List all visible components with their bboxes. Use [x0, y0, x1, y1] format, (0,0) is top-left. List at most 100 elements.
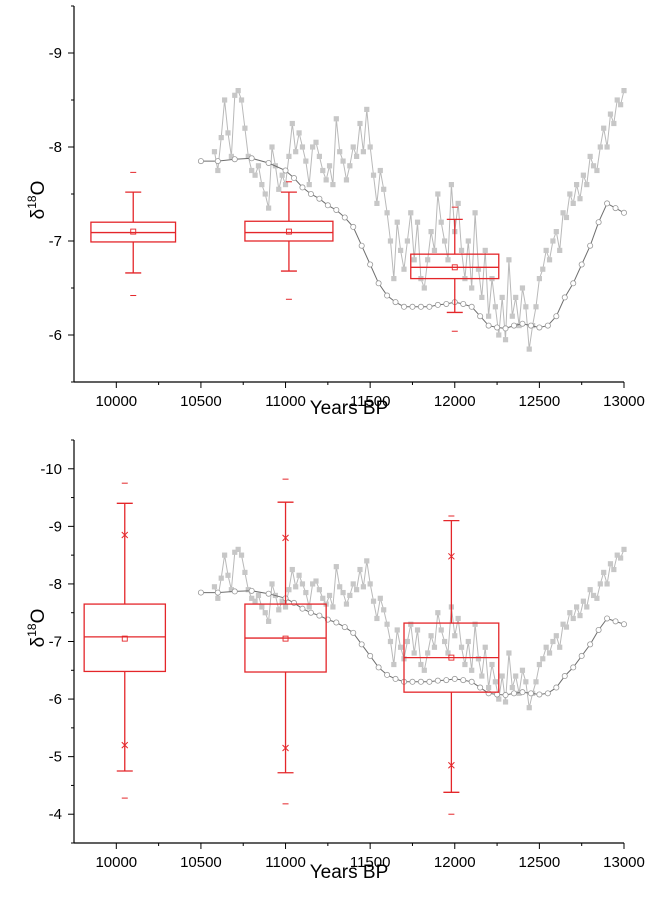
open-circle-point	[527, 322, 534, 329]
grey-square-point	[614, 552, 620, 558]
grey-square-point	[276, 186, 282, 192]
grey-square-point	[414, 219, 421, 225]
grey-square-point	[438, 219, 444, 225]
x-tick-label: 12500	[519, 393, 561, 410]
grey-square-point	[262, 610, 268, 616]
grey-square-point	[255, 592, 262, 599]
grey-square-point	[621, 546, 627, 552]
grey-square-point	[563, 214, 570, 221]
grey-square-point	[316, 153, 322, 159]
grey-square-point	[364, 558, 370, 564]
open-circle-point	[621, 621, 628, 628]
grey-square-point	[255, 163, 262, 169]
grey-square-point	[370, 598, 377, 604]
grey-square-point	[289, 566, 295, 573]
grey-square-point	[218, 575, 224, 581]
grey-square-point	[384, 621, 390, 627]
grey-square-point	[618, 555, 624, 561]
grey-square-point	[387, 238, 394, 244]
open-circle-point	[553, 684, 560, 691]
open-circle-point	[544, 322, 551, 329]
open-circle-point	[477, 684, 484, 691]
open-circle-point	[485, 322, 492, 329]
grey-square-point	[211, 584, 218, 590]
open-circle-point	[316, 195, 323, 202]
grey-square-point	[313, 139, 319, 145]
open-circle-point	[417, 303, 424, 310]
grey-square-point	[570, 615, 576, 622]
grey-square-point	[245, 153, 251, 159]
x-tick-label: 11000	[265, 854, 306, 871]
grey-square-point	[421, 285, 427, 291]
open-circle-point	[510, 690, 517, 697]
open-circle-point	[460, 300, 467, 307]
grey-square-point	[370, 172, 377, 178]
grey-square-point	[316, 587, 322, 593]
grey-square-point	[320, 595, 326, 601]
grey-square-point	[354, 153, 360, 159]
grey-square-point	[269, 144, 275, 150]
grey-square-point	[222, 97, 228, 103]
grey-square-point	[614, 97, 620, 103]
x-mark-low	[282, 744, 289, 752]
open-circle-point	[231, 156, 238, 163]
grey-square-point	[580, 172, 586, 178]
grey-square-point	[266, 205, 272, 211]
grey-square-point	[472, 210, 478, 216]
open-circle-point	[612, 618, 619, 625]
y-tick-label: -7	[49, 634, 62, 651]
grey-square-point	[594, 595, 600, 601]
grey-square-point	[418, 661, 424, 668]
grey-square-point	[435, 610, 441, 616]
open-circle-point	[502, 325, 509, 332]
open-circle-point	[197, 158, 204, 165]
grey-square-point	[499, 294, 505, 300]
x-tick-label: 10500	[180, 854, 222, 871]
grey-square-point	[486, 313, 492, 319]
y-axis-title: δ18O	[25, 181, 49, 220]
x-tick-label: 10500	[180, 393, 222, 410]
y-axis-title-sup: 18	[25, 623, 39, 637]
grey-square-point	[580, 598, 586, 604]
grey-square-point	[222, 552, 228, 558]
grey-square-point	[228, 153, 234, 159]
open-circle-point	[290, 175, 297, 182]
grey-square-point	[550, 638, 556, 645]
grey-square-point	[374, 615, 380, 622]
open-circle-point	[248, 587, 255, 594]
grey-square-point	[455, 615, 461, 622]
grey-square-point	[215, 167, 221, 174]
grey-square-point	[462, 661, 468, 668]
open-circle-point	[510, 322, 517, 329]
grey-square-point	[509, 313, 515, 319]
grey-square-point	[313, 578, 319, 584]
open-circle-point	[604, 615, 611, 622]
grey-square-point	[279, 172, 285, 178]
grey-square-point	[343, 177, 350, 183]
grey-square-point	[526, 705, 532, 711]
grey-square-point	[343, 601, 350, 607]
open-circle-point	[443, 677, 450, 684]
grey-square-point	[438, 627, 444, 633]
grey-square-point	[553, 633, 559, 639]
grey-square-point	[546, 257, 553, 263]
grey-square-point	[553, 229, 559, 235]
open-circle-point	[587, 242, 594, 249]
open-circle-point	[561, 673, 568, 680]
grey-square-point	[350, 144, 356, 150]
grey-square-point	[516, 690, 522, 696]
grey-square-point	[496, 332, 502, 338]
grey-square-point	[431, 644, 438, 650]
grey-square-point	[245, 587, 251, 593]
open-circle-point	[333, 206, 340, 213]
grey-square-point	[479, 673, 485, 679]
grey-square-point	[367, 581, 373, 587]
grey-square-point	[550, 238, 556, 244]
grey-square-point	[489, 661, 495, 668]
open-circle-point	[350, 223, 357, 230]
grey-square-point	[238, 552, 245, 558]
grey-square-point	[408, 621, 414, 627]
grey-square-point	[391, 661, 397, 668]
grey-square-point	[475, 266, 482, 272]
open-circle-point	[367, 652, 374, 659]
